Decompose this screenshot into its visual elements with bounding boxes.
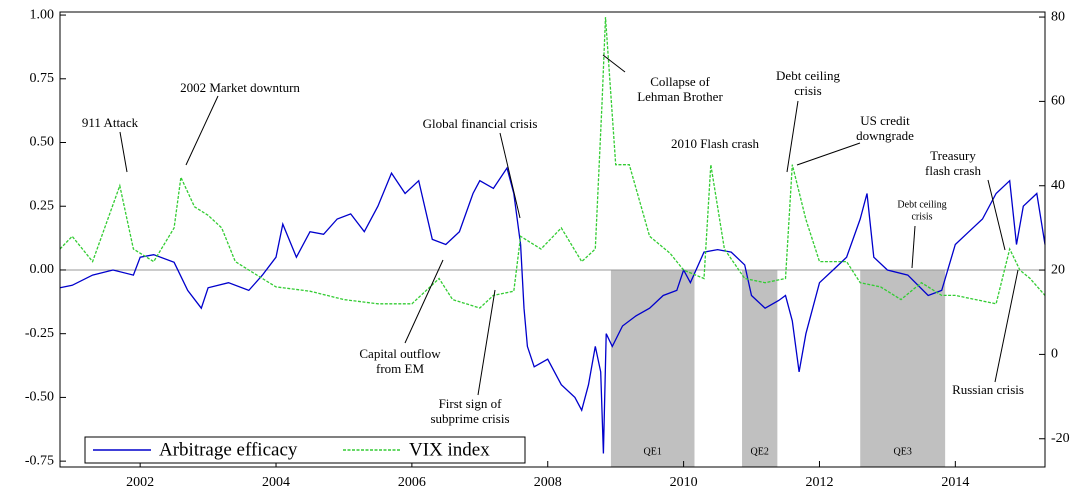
qe-label: QE2 <box>751 446 769 457</box>
qe-label: QE1 <box>644 446 662 457</box>
qe-region <box>742 269 778 467</box>
legend-label: Arbitrage efficacy <box>159 439 298 460</box>
plot-frame <box>59 11 1046 468</box>
y-tick-label: 0.25 <box>30 198 55 213</box>
annotation: Lehman Brother <box>637 89 723 104</box>
annotation: US credit <box>860 113 910 128</box>
annotation: flash crash <box>925 163 981 178</box>
y-tick-label: 1.00 <box>30 7 55 22</box>
annotation: subprime crisis <box>430 411 509 426</box>
annotation: Russian crisis <box>952 382 1024 397</box>
annotation: Treasury <box>930 148 976 163</box>
annotation-arrow <box>602 54 626 73</box>
annotation-arrow <box>404 259 444 344</box>
annotation-arrow <box>119 131 128 173</box>
y-tick-label: -0.50 <box>25 390 54 405</box>
y-tick-label: 0.75 <box>30 71 55 86</box>
y-tick-label: 0.50 <box>30 135 55 150</box>
annotation: downgrade <box>856 128 914 143</box>
annotation-arrow <box>499 132 521 219</box>
annotation-arrow <box>994 269 1019 383</box>
annotation: crisis <box>794 83 821 98</box>
y2-tick-label: 80 <box>1051 9 1065 24</box>
y2-tick-label: 60 <box>1051 94 1065 109</box>
x-tick-label: 2006 <box>398 475 426 490</box>
annotation: 2002 Market downturn <box>180 80 300 95</box>
annotation: 911 Attack <box>82 115 139 130</box>
annotation: crisis <box>911 211 932 222</box>
annotation: Debt ceiling <box>897 199 946 210</box>
x-tick-label: 2002 <box>126 475 154 490</box>
y-tick-label: -0.75 <box>25 453 54 468</box>
annotation: Global financial crisis <box>423 116 538 131</box>
qe-region <box>860 269 946 467</box>
annotation-arrow <box>477 289 496 396</box>
annotation: from EM <box>376 361 424 376</box>
annotation: Collapse of <box>650 74 710 89</box>
qe-region <box>610 269 695 467</box>
annotation-arrow <box>987 179 1006 251</box>
x-tick-label: 2010 <box>670 475 698 490</box>
x-tick-label: 2012 <box>805 475 833 490</box>
series-line <box>59 17 1046 309</box>
x-tick-label: 2014 <box>941 475 969 490</box>
y2-tick-label: -20 <box>1051 431 1070 446</box>
legend-label: VIX index <box>409 439 490 460</box>
y-tick-label: -0.25 <box>25 326 54 341</box>
y2-tick-label: 20 <box>1051 262 1065 277</box>
annotation-arrow <box>786 100 799 173</box>
x-tick-label: 2004 <box>262 475 290 490</box>
annotation-arrow <box>796 142 861 166</box>
y2-tick-label: 40 <box>1051 178 1065 193</box>
y-tick-label: 0.00 <box>30 262 55 277</box>
annotation: 2010 Flash crash <box>671 136 760 151</box>
annotation: First sign of <box>439 396 503 411</box>
annotation: Debt ceiling <box>776 68 840 83</box>
annotation-arrow <box>185 95 219 166</box>
x-tick-label: 2008 <box>534 475 562 490</box>
legend-box <box>84 436 526 464</box>
y2-tick-label: 0 <box>1051 347 1058 362</box>
annotation-arrow <box>911 225 916 269</box>
qe-label: QE3 <box>894 446 912 457</box>
annotation: Capital outflow <box>359 346 441 361</box>
series-line <box>59 166 1046 454</box>
